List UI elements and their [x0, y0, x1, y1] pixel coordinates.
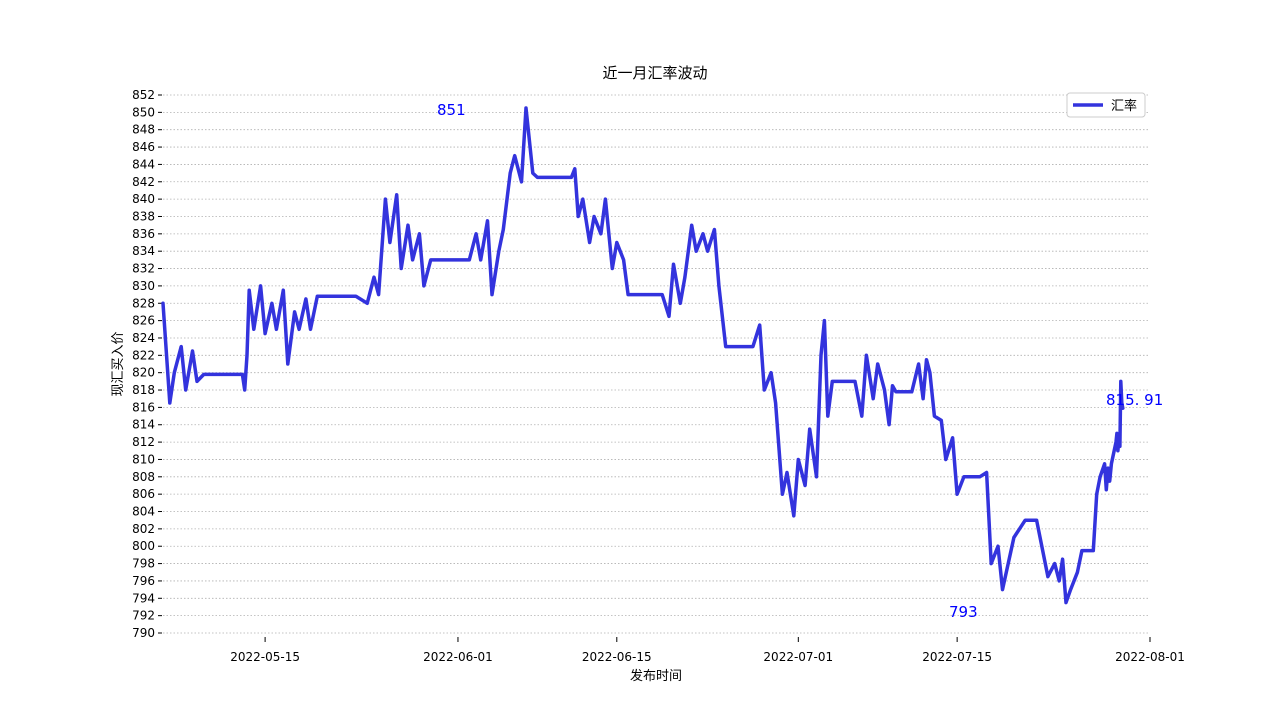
y-tick-label: 818: [132, 383, 155, 397]
y-tick-label: 796: [132, 574, 155, 588]
y-tick-label: 832: [132, 262, 155, 276]
y-tick-label: 820: [132, 366, 155, 380]
annotations: 851 793 815. 91: [437, 101, 1163, 621]
y-tick-label: 826: [132, 314, 155, 328]
y-tick-label: 844: [132, 157, 155, 171]
y-tick-label: 850: [132, 105, 155, 119]
x-axis: 2022-05-15 2022-06-01 2022-06-15 2022-07-01…: [230, 637, 1185, 664]
y-tick-label: 808: [132, 470, 155, 484]
y-tick-label: 810: [132, 452, 155, 466]
y-axis: 790 792 794 796 798 800 802 804 806 808 810 812 814 8…: [132, 88, 162, 640]
y-tick-label: 822: [132, 348, 155, 362]
y-tick-label: 804: [132, 505, 155, 519]
y-tick-label: 834: [132, 244, 155, 258]
legend: 汇率: [1066, 92, 1146, 118]
chart-title: 近一月汇率波动: [602, 64, 707, 82]
annotation-label: 815. 91: [1106, 391, 1163, 409]
y-tick-label: 846: [132, 140, 155, 154]
y-tick-label: 816: [132, 400, 155, 414]
y-tick-label: 790: [132, 626, 155, 640]
annotation-label: 793: [949, 603, 978, 621]
y-tick-label: 838: [132, 209, 155, 223]
y-tick-label: 800: [132, 539, 155, 553]
legend-box: [1066, 92, 1146, 118]
x-tick-label: 2022-05-15: [230, 650, 300, 664]
x-tick-label: 2022-06-01: [423, 650, 493, 664]
y-axis-title: 现汇买入价: [111, 331, 126, 396]
legend-entry: 汇率: [1111, 98, 1137, 114]
y-tick-label: 828: [132, 296, 155, 310]
x-tick-label: 2022-08-01: [1115, 650, 1185, 664]
y-tick-label: 842: [132, 175, 155, 189]
y-tick-label: 848: [132, 123, 155, 137]
y-tick-label: 798: [132, 557, 155, 571]
y-gridlines: [163, 94, 1150, 634]
y-tick-label: 840: [132, 192, 155, 206]
x-tick-label: 2022-07-01: [763, 650, 833, 664]
y-tick-label: 806: [132, 487, 155, 501]
x-tick-label: 2022-07-15: [922, 650, 992, 664]
series-line-0: [161, 106, 1125, 605]
y-tick-label: 802: [132, 522, 155, 536]
y-tick-label: 794: [132, 591, 155, 605]
series-layer: [161, 106, 1125, 605]
x-tick-label: 2022-06-15: [582, 650, 652, 664]
y-tick-label: 792: [132, 609, 155, 623]
y-tick-label: 830: [132, 279, 155, 293]
annotation-label: 851: [437, 101, 466, 119]
y-tick-label: 814: [132, 418, 155, 432]
y-tick-label: 812: [132, 435, 155, 449]
y-tick-label: 852: [132, 88, 155, 102]
y-tick-label: 824: [132, 331, 155, 345]
y-tick-label: 836: [132, 227, 155, 241]
x-axis-title: 发布时间: [630, 668, 682, 684]
